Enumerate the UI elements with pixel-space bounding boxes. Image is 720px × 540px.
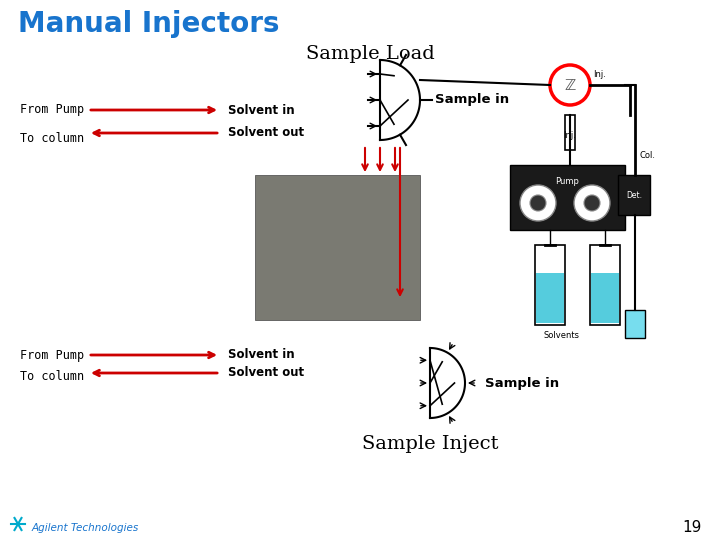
Bar: [510, 165, 625, 230]
Text: Col.: Col.: [640, 151, 656, 159]
Circle shape: [530, 195, 546, 211]
Text: Solvent in: Solvent in: [228, 104, 294, 117]
Text: To column: To column: [20, 370, 84, 383]
Bar: [536, 273, 564, 322]
Text: Inj.: Inj.: [564, 131, 577, 139]
Text: Solvent out: Solvent out: [228, 367, 304, 380]
Text: Inj.: Inj.: [593, 70, 606, 79]
Text: Sample Inject: Sample Inject: [361, 435, 498, 453]
Text: Sample Load: Sample Load: [305, 45, 434, 63]
Circle shape: [520, 185, 556, 221]
Text: From Pump: From Pump: [20, 104, 84, 117]
Polygon shape: [565, 115, 575, 150]
Text: Sample in: Sample in: [435, 93, 509, 106]
Text: From Pump: From Pump: [20, 348, 84, 361]
Bar: [535, 245, 565, 325]
Text: ℤ: ℤ: [564, 78, 576, 92]
Bar: [591, 273, 619, 322]
Bar: [590, 245, 620, 325]
Text: Pump: Pump: [556, 177, 580, 186]
Text: Solvent out: Solvent out: [228, 126, 304, 139]
Text: Sample in: Sample in: [485, 376, 559, 389]
Bar: [255, 175, 420, 320]
Text: Manual Injectors: Manual Injectors: [18, 10, 279, 38]
Text: Solvents: Solvents: [544, 331, 580, 340]
Text: 19: 19: [683, 521, 702, 536]
Text: Agilent Technologies: Agilent Technologies: [32, 523, 139, 533]
Text: Det.: Det.: [626, 191, 642, 199]
Circle shape: [574, 185, 610, 221]
Text: To column: To column: [20, 132, 84, 145]
Bar: [618, 175, 650, 215]
Bar: [625, 310, 645, 338]
Text: Solvent in: Solvent in: [228, 348, 294, 361]
Circle shape: [584, 195, 600, 211]
